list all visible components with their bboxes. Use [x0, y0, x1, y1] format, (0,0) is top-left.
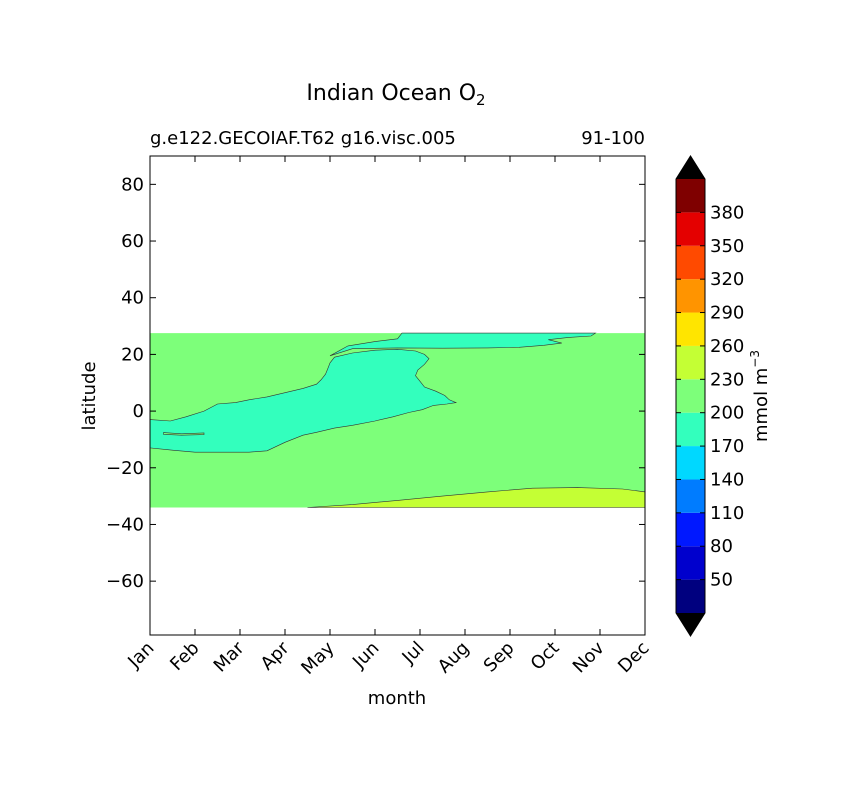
chart-title-main: Indian Ocean O — [306, 81, 476, 106]
region-low-band — [149, 348, 458, 453]
x-tick-label: Feb — [166, 638, 203, 675]
colorbar-segment — [676, 479, 705, 513]
chart-title-subscript: 2 — [476, 91, 486, 109]
colorbar-label-main: mmol m — [751, 368, 772, 442]
y-axis-label: latitude — [79, 361, 100, 430]
colorbar-tick-label: 350 — [710, 236, 744, 257]
colorbar-label: mmol m−3 — [748, 350, 772, 442]
x-tick-label: Jun — [348, 638, 383, 673]
colorbar-outline — [675, 155, 706, 637]
chart-title: Indian Ocean O2 — [306, 81, 485, 109]
x-axis-label: month — [368, 688, 426, 709]
colorbar-segment — [676, 579, 705, 613]
plot-regions — [149, 332, 646, 508]
colorbar: 50 80 110 140 170 200 230 260 290 320 350 380 — [675, 155, 744, 637]
colorbar-segment — [676, 345, 705, 380]
colorbar-segment — [676, 212, 705, 246]
x-tick-label: Dec — [614, 638, 653, 677]
y-tick-label: 40 — [121, 288, 144, 309]
colorbar-segment — [676, 412, 705, 447]
region-background — [150, 333, 645, 508]
colorbar-segment — [676, 279, 705, 313]
y-tick-label: 60 — [121, 231, 144, 252]
x-tick-label: Nov — [569, 637, 609, 677]
x-tick-label: Jul — [398, 638, 429, 669]
colorbar-segment — [676, 312, 705, 346]
colorbar-tick-label: 80 — [710, 536, 733, 557]
x-tick-label: May — [297, 637, 338, 678]
y-tick-label: −20 — [106, 458, 144, 479]
colorbar-tick-label: 230 — [710, 369, 744, 390]
colorbar-tick-label: 110 — [710, 503, 744, 524]
colorbar-segment — [676, 512, 705, 547]
colorbar-tick-label: 170 — [710, 436, 744, 457]
colorbar-tick-label: 290 — [710, 303, 744, 324]
y-tick-label: 80 — [121, 174, 144, 195]
y-tick-label: 0 — [133, 401, 144, 422]
colorbar-tick-label: 50 — [710, 570, 733, 591]
colorbar-extend-top — [676, 156, 705, 179]
colorbar-extend-bottom — [676, 613, 705, 636]
y-tick-label: −40 — [106, 514, 144, 535]
colorbar-segment — [676, 446, 705, 480]
colorbar-label-superscript: −3 — [748, 350, 762, 368]
colorbar-segment — [676, 546, 705, 580]
y-axis: 80 60 40 20 0 −20 −40 −60 — [106, 174, 645, 592]
colorbar-tick-label: 260 — [710, 336, 744, 357]
chart-subtitle-right: 91-100 — [581, 128, 645, 149]
colorbar-tick-label: 380 — [710, 202, 744, 223]
y-tick-label: 20 — [121, 344, 144, 365]
chart-subtitle-left: g.e122.GECOIAF.T62 g16.visc.005 — [150, 128, 456, 149]
x-tick-label: Apr — [257, 637, 294, 674]
colorbar-segment — [676, 379, 705, 413]
colorbar-segment — [676, 179, 705, 213]
x-tick-label: Jan — [123, 638, 158, 673]
x-tick-label: Mar — [210, 637, 249, 676]
colorbar-tick-label: 200 — [710, 403, 744, 424]
plot-frame — [149, 155, 646, 636]
x-tick-label: Sep — [480, 638, 519, 677]
region-low-tongue — [329, 332, 597, 357]
colorbar-tick-label: 320 — [710, 269, 744, 290]
colorbar-segment — [676, 245, 705, 280]
y-tick-label: −60 — [106, 571, 144, 592]
x-tick-label: Oct — [527, 638, 564, 675]
colorbar-tick-label: 140 — [710, 469, 744, 490]
x-tick-label: Aug — [434, 638, 474, 678]
region-green-island — [163, 432, 205, 436]
